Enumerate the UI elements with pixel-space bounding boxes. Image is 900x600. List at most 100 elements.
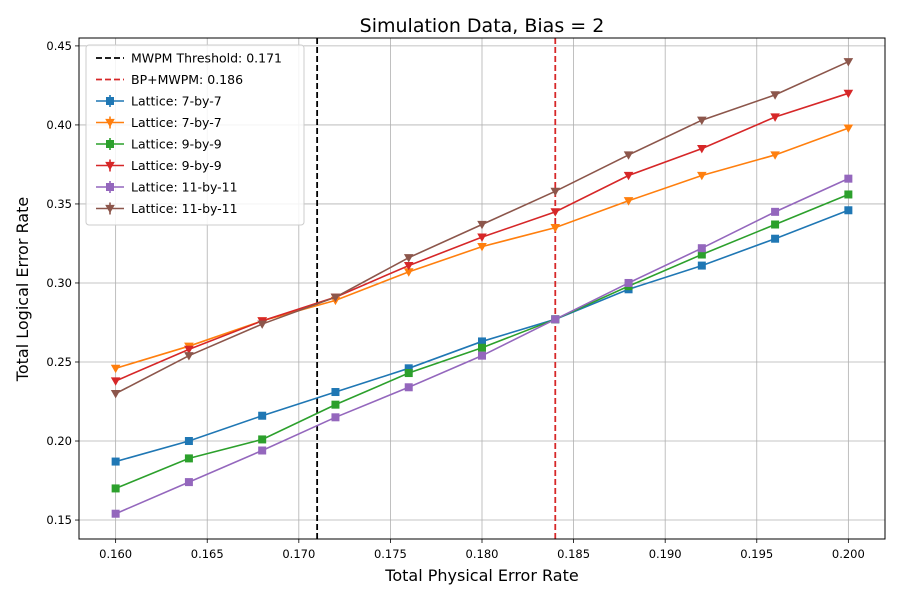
series-lines xyxy=(110,58,854,518)
data-point xyxy=(404,364,413,373)
data-point xyxy=(843,124,854,133)
y-tick-label: 0.15 xyxy=(46,513,72,527)
legend-marker xyxy=(106,183,114,191)
y-tick-label: 0.20 xyxy=(46,434,72,448)
legend-marker xyxy=(105,161,115,171)
x-tick-label: 0.195 xyxy=(740,547,773,561)
data-point xyxy=(403,268,414,277)
data-point xyxy=(403,261,414,271)
legend-box xyxy=(85,44,305,226)
legend-label: Lattice: 11-by-11 xyxy=(131,201,238,216)
data-point xyxy=(623,171,634,181)
data-point xyxy=(404,369,413,378)
data-point xyxy=(184,345,194,355)
legend-label: Lattice: 9-by-9 xyxy=(131,137,222,152)
data-point xyxy=(331,400,340,409)
data-point xyxy=(403,254,414,263)
data-point xyxy=(697,250,706,259)
series-5 xyxy=(111,174,853,518)
x-tick-label: 0.170 xyxy=(282,547,315,561)
data-point xyxy=(843,58,854,67)
legend-marker xyxy=(105,118,115,128)
legend-entry: MWPM Threshold: 0.171 xyxy=(96,51,282,66)
legend-entry: Lattice: 9-by-9 xyxy=(96,158,222,173)
data-point xyxy=(844,174,853,183)
legend-label: Lattice: 7-by-7 xyxy=(131,115,222,130)
data-point xyxy=(110,364,121,374)
legend-label: BP+MWPM: 0.186 xyxy=(131,72,243,87)
data-point xyxy=(550,187,561,197)
data-point xyxy=(697,171,707,181)
data-point xyxy=(771,220,780,229)
data-point xyxy=(478,351,486,360)
data-point xyxy=(770,113,780,122)
legend-marker xyxy=(106,97,114,105)
x-tick-label: 0.200 xyxy=(832,547,865,561)
x-axis-ticks: 0.160 0.165 0.170 0.175 0.180 0.185 0.190 0.195… xyxy=(99,539,865,561)
data-point xyxy=(843,89,854,99)
x-tick-label: 0.190 xyxy=(649,547,682,561)
data-point xyxy=(697,116,707,125)
legend-marker xyxy=(105,204,115,214)
data-point xyxy=(624,278,633,287)
threshold-lines xyxy=(316,38,557,539)
data-point xyxy=(771,234,780,243)
data-point xyxy=(771,207,780,216)
legend-entry: Lattice: 11-by-11 xyxy=(96,201,238,216)
chart-title: Simulation Data, Bias = 2 xyxy=(360,15,605,37)
data-point xyxy=(330,293,341,302)
legend-entry: Lattice: 11-by-11 xyxy=(96,180,238,195)
data-point xyxy=(404,383,413,392)
data-point xyxy=(770,151,780,160)
data-point xyxy=(697,145,707,154)
data-point xyxy=(550,208,561,217)
data-point xyxy=(258,435,267,444)
x-tick-label: 0.185 xyxy=(557,547,590,561)
legend-label: Lattice: 7-by-7 xyxy=(131,94,222,109)
data-point xyxy=(623,197,634,206)
data-point xyxy=(184,478,193,487)
data-point xyxy=(770,91,780,100)
legend-label: Lattice: 11-by-11 xyxy=(131,180,238,195)
data-point xyxy=(111,484,120,493)
data-point xyxy=(478,343,486,352)
data-point xyxy=(258,411,267,420)
data-point xyxy=(331,413,340,422)
x-axis-label: Total Physical Error Rate xyxy=(384,566,578,585)
data-point xyxy=(110,389,121,399)
data-point xyxy=(477,233,487,242)
data-point xyxy=(258,446,267,455)
y-tick-label: 0.30 xyxy=(46,276,72,290)
legend-entry: Lattice: 7-by-7 xyxy=(96,94,222,109)
data-point xyxy=(844,190,853,199)
series-1 xyxy=(111,206,853,466)
legend-entry: Lattice: 9-by-9 xyxy=(96,137,222,152)
x-tick-label: 0.160 xyxy=(99,547,132,561)
data-point xyxy=(111,457,120,466)
y-tick-label: 0.40 xyxy=(46,118,72,132)
data-point xyxy=(477,220,487,230)
x-tick-label: 0.165 xyxy=(191,547,224,561)
legend-entry: BP+MWPM: 0.186 xyxy=(96,72,243,87)
data-point xyxy=(550,224,561,233)
legend-entry: Lattice: 7-by-7 xyxy=(96,115,222,130)
y-tick-label: 0.25 xyxy=(46,355,72,369)
y-tick-label: 0.35 xyxy=(46,197,72,211)
data-point xyxy=(257,320,267,329)
data-point xyxy=(184,437,193,446)
data-point xyxy=(697,244,706,253)
legend-label: MWPM Threshold: 0.171 xyxy=(131,51,282,66)
data-point xyxy=(623,151,634,160)
data-point xyxy=(844,206,853,215)
data-point xyxy=(184,352,194,361)
y-axis-ticks: 0.15 0.20 0.25 0.30 0.35 0.40 0.45 xyxy=(46,39,79,527)
data-point xyxy=(478,337,486,346)
legend-marker xyxy=(106,140,114,148)
data-point xyxy=(697,261,706,270)
x-tick-label: 0.175 xyxy=(374,547,407,561)
data-point xyxy=(184,454,193,463)
x-tick-label: 0.180 xyxy=(466,547,499,561)
data-point xyxy=(110,377,121,386)
y-axis-label: Total Logical Error Rate xyxy=(13,197,32,382)
